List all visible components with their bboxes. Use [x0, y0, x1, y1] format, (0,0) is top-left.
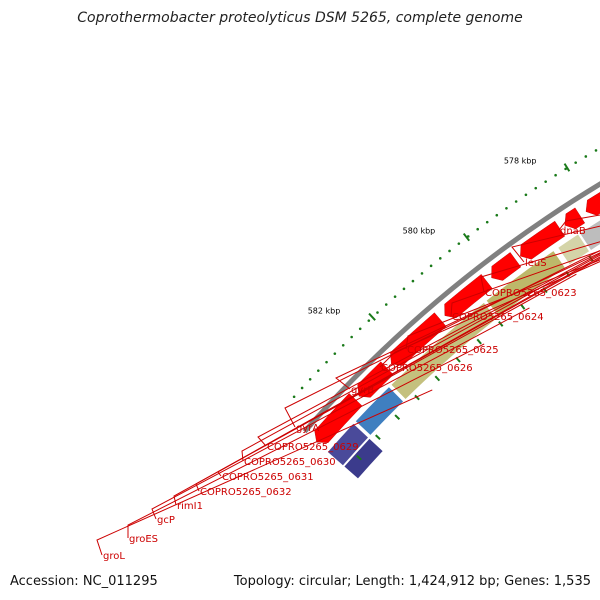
inner-tick — [476, 338, 482, 345]
gene-label: COPRO5265_0625 — [407, 345, 499, 356]
scale-major-tick — [563, 163, 571, 172]
scale-dot-track — [292, 149, 598, 399]
label-leader-line — [511, 225, 600, 263]
scale-label: 580 kbp — [403, 226, 436, 235]
scale-dot — [524, 193, 528, 197]
inner-tick — [498, 320, 504, 327]
scale-dot — [333, 352, 337, 355]
label-leader-line — [480, 241, 600, 293]
gene-label: COPRO5265_0631 — [222, 472, 314, 483]
inner-tick — [375, 434, 381, 440]
inner-tick — [520, 303, 526, 310]
topology-stats: Topology: circular; Length: 1,424,912 bp… — [233, 574, 591, 589]
accession-text: Accession: NC_011295 — [10, 574, 158, 589]
gene-label: gyrB — [351, 385, 374, 396]
scale-dot — [514, 200, 518, 203]
gene-label: groL — [103, 551, 125, 562]
cds-arrow — [444, 274, 493, 319]
scale-dot — [411, 279, 415, 283]
label-leader-line — [151, 307, 530, 520]
scale-dot — [495, 213, 499, 217]
scale-label: 582 kbp — [308, 307, 341, 316]
label-leader-line — [173, 273, 577, 506]
scale-labels: 562 kbp564 kbp566 kbp568 kbp570 kbp572 k… — [308, 156, 537, 316]
gene-block — [580, 220, 600, 250]
gene-label: gyrA — [296, 423, 319, 434]
cds-arrow — [564, 207, 586, 230]
scale-dot — [358, 327, 362, 331]
scale-dot — [438, 257, 442, 260]
scale-dot — [300, 386, 304, 390]
scale-label: 578 kbp — [504, 156, 537, 165]
label-leaders — [96, 214, 600, 556]
scale-dot — [292, 395, 296, 399]
label-leader-line — [450, 250, 600, 317]
backbone-ring — [302, 181, 600, 434]
scale-major-tick — [368, 312, 376, 321]
scale-dot — [448, 249, 451, 253]
gene-label: rimI1 — [177, 501, 203, 512]
scale-dot — [594, 149, 598, 152]
scale-dot — [317, 369, 320, 372]
gene-block — [344, 438, 383, 479]
inner-tick-track — [356, 255, 594, 461]
inner-tick — [394, 414, 401, 420]
scale-dot — [420, 272, 424, 275]
genome-title: Coprothermobacter proteolyticus DSM 5265… — [77, 10, 523, 26]
scale-dot — [402, 287, 406, 291]
label-leader-line — [96, 389, 433, 556]
scale-dot — [350, 335, 353, 339]
scale-dot — [393, 295, 397, 298]
scale-dot — [485, 220, 489, 224]
scale-dot — [308, 377, 312, 381]
scale-dot — [429, 264, 433, 268]
scale-dot — [325, 360, 328, 364]
gene-label: COPRO5265_0626 — [381, 363, 473, 374]
gene-block — [391, 302, 497, 400]
scale-major-tick — [462, 232, 470, 242]
scale-dot — [457, 242, 461, 245]
label-leader-line — [379, 261, 600, 368]
gene-label: COPRO5265_0629 — [267, 442, 359, 453]
gene-block — [327, 423, 368, 466]
gene-block — [486, 251, 565, 317]
genome-backbone — [302, 181, 600, 434]
inner-tick — [414, 394, 420, 401]
scale-dot — [376, 311, 379, 314]
inner-tick — [434, 375, 441, 382]
scale-dot — [341, 344, 345, 347]
gene-label: COPRO5265_0623 — [485, 288, 577, 299]
scale-dot — [476, 227, 479, 231]
gene-label: dnaB — [560, 226, 586, 237]
label-leader-line — [558, 214, 600, 231]
scale-dot — [544, 180, 547, 183]
scale-dot — [574, 161, 577, 164]
inner-tick — [356, 454, 362, 461]
label-leader-line — [257, 253, 600, 447]
gene-label: groES — [129, 534, 158, 545]
cds-arrow — [491, 252, 522, 281]
label-leader-line — [127, 343, 485, 538]
label-leader-line — [335, 252, 600, 390]
scale-dot — [384, 303, 388, 306]
gene-label: COPRO5265_0632 — [200, 487, 292, 498]
scale-dot — [584, 155, 588, 158]
gene-label: COPRO5265_0630 — [244, 457, 336, 468]
scale-dot — [505, 207, 508, 210]
gene-block — [355, 387, 404, 435]
gene-label: gcP — [157, 515, 175, 526]
gene-label: COPRO5265_0624 — [452, 312, 544, 323]
cds-arrow — [585, 192, 600, 216]
gene-labels: dnaB leuS COPRO5265_0623 COPRO5265_0624 COPR… — [103, 226, 586, 562]
scale-dot — [554, 173, 557, 177]
scale-dot — [367, 319, 371, 322]
scale-dot — [534, 186, 538, 190]
label-leader-line — [284, 250, 600, 428]
gene-label: leuS — [525, 258, 547, 269]
